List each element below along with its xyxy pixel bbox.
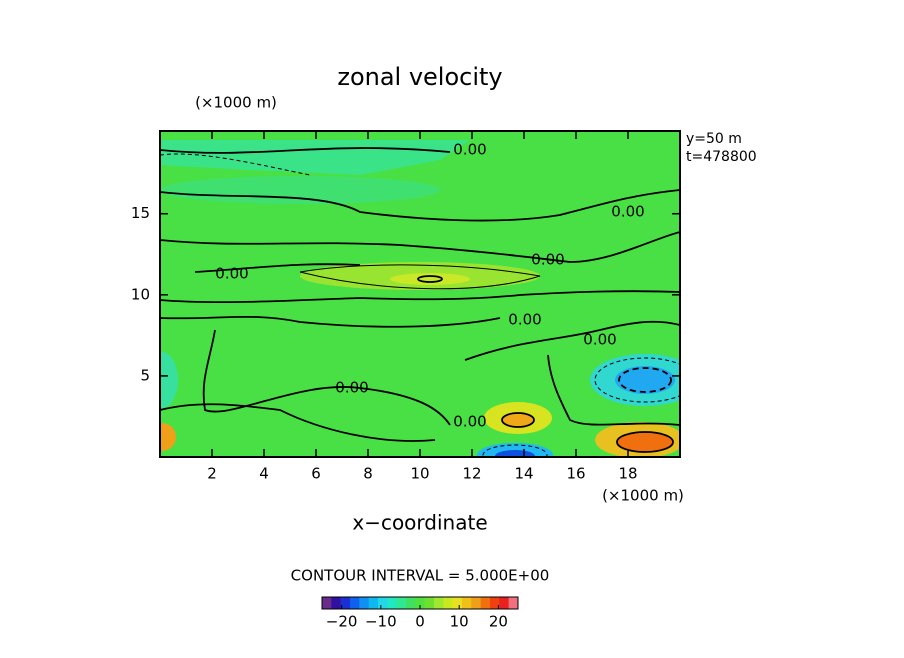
colorbar-tick-label: 10 [450, 613, 469, 631]
colorbar-tick-label: 0 [415, 613, 425, 631]
x-tick-label: 10 [410, 465, 429, 483]
colorbar-swatch [434, 597, 444, 609]
contour-interval: CONTOUR INTERVAL = 5.000E+00 [291, 567, 550, 585]
x-tick-label: 8 [363, 465, 373, 483]
colorbar-swatch [443, 597, 453, 609]
colorbar-swatch [406, 597, 416, 609]
colorbar-swatch [490, 597, 500, 609]
colorbar-swatch [359, 597, 369, 609]
y-tick-label: 10 [131, 285, 150, 303]
contour-label: 0.00 [453, 141, 486, 159]
x-tick-label: 14 [514, 465, 533, 483]
annotation: t=478800 [686, 149, 757, 165]
colorbar-tick-label: −10 [365, 613, 397, 631]
x-tick-label: 6 [311, 465, 321, 483]
x-tick-label: 4 [259, 465, 269, 483]
contour-label: 0.00 [335, 379, 368, 397]
contour-labels: 0.00 0.00 0.00 0.00 0.00 0.00 0.00 0.00 [215, 141, 644, 431]
colorbar-swatch [471, 597, 481, 609]
x-tick-label: 16 [566, 465, 585, 483]
contour-label: 0.00 [583, 331, 616, 349]
colorbar-swatch [424, 597, 435, 609]
x-unit: (×1000 m) [602, 487, 684, 505]
colorbar-swatch [452, 597, 463, 609]
x-tick-label: 18 [618, 465, 637, 483]
colorbar-swatch [378, 597, 388, 609]
colorbar-swatch [368, 597, 379, 609]
contour-label: 0.00 [531, 251, 564, 269]
colorbar-swatch [322, 597, 332, 609]
contour-label: 0.00 [611, 203, 644, 221]
annotation: y=50 m [686, 131, 742, 147]
colorbar-swatch [340, 597, 351, 609]
x-tick-label: 2 [207, 465, 217, 483]
colorbar-swatch [331, 597, 341, 609]
y-tick-label: 5 [140, 366, 150, 384]
y-tick-label: 15 [131, 204, 150, 222]
contour-label: 0.00 [508, 311, 541, 329]
x-axis-label: x−coordinate [352, 511, 487, 535]
colorbar-swatch [350, 597, 360, 609]
contour-label: 0.00 [215, 265, 248, 283]
colorbar-tick-label: −20 [326, 613, 358, 631]
colorbar-swatch [462, 597, 472, 609]
colorbar-swatch [499, 597, 509, 609]
colorbar-swatch [396, 597, 407, 609]
chart-title: zonal velocity [337, 63, 502, 91]
colorbar-swatch [415, 597, 425, 609]
contour-field [160, 131, 680, 457]
y-unit: (×1000 m) [195, 94, 277, 112]
colorbar-swatch [480, 597, 491, 609]
x-tick-label: 12 [462, 465, 481, 483]
colorbar-swatch [508, 597, 519, 609]
contour-label: 0.00 [453, 413, 486, 431]
colorbar-tick-label: 20 [489, 613, 508, 631]
colorbar-swatch [387, 597, 397, 609]
